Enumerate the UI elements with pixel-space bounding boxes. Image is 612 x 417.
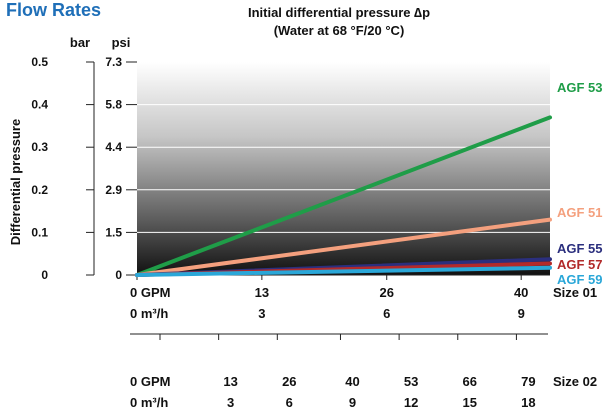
y-tick-label-psi: 4.4: [105, 140, 122, 154]
x-tick-label-gpm-size01: 13: [255, 285, 269, 300]
y-tick-label-psi: 5.8: [105, 98, 122, 112]
y-tick-label-psi: 0: [115, 268, 122, 282]
x-tick-label-m3h-size02: 3: [227, 395, 234, 410]
plot-area: [137, 62, 550, 275]
x-tick-label-m3h-size01: 0 m³/h: [130, 306, 168, 321]
axis-layer: 0 0 0.1 1.5 0.2 2.9 0.3 4.4 0.4 5.8 0.5 7.3 0 GPM 0 m…: [31, 55, 550, 410]
y-tick-label-bar: 0.5: [31, 55, 48, 69]
y-unit-psi: psi: [112, 35, 131, 50]
x-tick-label-m3h-size01: 3: [258, 306, 265, 321]
y-tick-label-psi: 1.5: [105, 225, 122, 239]
x-tick-label-gpm-size02: 79: [521, 374, 535, 389]
series-label: AGF 57: [557, 257, 603, 272]
chart-subtitle: (Water at 68 °F/20 °C): [274, 23, 405, 38]
x-tick-label-gpm-size02: 0 GPM: [130, 374, 170, 389]
series-label: AGF 53: [557, 80, 603, 95]
series-label: AGF 51: [557, 205, 603, 220]
x-tick-label-gpm-size01: 0 GPM: [130, 285, 170, 300]
series-line: [135, 265, 552, 277]
y-unit-bar: bar: [70, 35, 90, 50]
y-tick-label-bar: 0.1: [31, 225, 48, 239]
x-tick-label-gpm-size02: 53: [404, 374, 418, 389]
y-tick-label-psi: 2.9: [105, 183, 122, 197]
page-title: Flow Rates: [6, 0, 101, 20]
x-tick-label-m3h-size01: 9: [518, 306, 525, 321]
series-label: AGF 59: [557, 272, 603, 287]
x-tick-label-gpm-size01: 26: [379, 285, 393, 300]
x-tick-label-m3h-size02: 6: [286, 395, 293, 410]
series-label: AGF 55: [557, 241, 603, 256]
y-tick-label-bar: 0.3: [31, 140, 48, 154]
x-axis-size01-label: Size 01: [553, 285, 597, 300]
x-tick-label-m3h-size02: 12: [404, 395, 418, 410]
x-tick-label-m3h-size02: 9: [349, 395, 356, 410]
x-tick-label-gpm-size02: 26: [282, 374, 296, 389]
chart-title: Initial differential pressure ∆p: [248, 5, 430, 20]
x-tick-label-m3h-size02: 18: [521, 395, 535, 410]
y-tick-label-bar: 0.2: [31, 183, 48, 197]
x-axis-size02-label: Size 02: [553, 374, 597, 389]
y-tick-label-bar: 0.4: [31, 98, 48, 112]
x-tick-label-gpm-size02: 13: [223, 374, 237, 389]
y-tick-label-bar: 0: [41, 268, 48, 282]
x-tick-label-gpm-size02: 40: [345, 374, 359, 389]
x-tick-label-m3h-size02: 0 m³/h: [130, 395, 168, 410]
y-tick-label-psi: 7.3: [105, 55, 122, 69]
x-tick-label-m3h-size01: 6: [383, 306, 390, 321]
x-tick-label-m3h-size02: 15: [463, 395, 477, 410]
series-line: [135, 217, 552, 277]
series-line: [135, 115, 552, 277]
y-axis-label: Differential pressure: [8, 119, 23, 245]
series-layer: [135, 115, 552, 277]
x-tick-label-gpm-size02: 66: [463, 374, 477, 389]
grid-layer: [137, 61, 550, 233]
x-tick-label-gpm-size01: 40: [514, 285, 528, 300]
